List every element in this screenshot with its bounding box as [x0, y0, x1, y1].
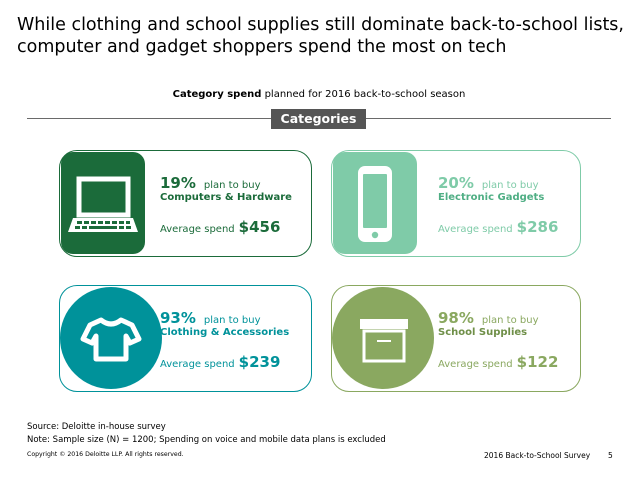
gadgets-percent-value: 20% — [438, 174, 474, 192]
card-gadgets-avg: Average spend $286 — [438, 218, 558, 236]
categories-label: Categories — [271, 109, 366, 129]
computers-percent-value: 19% — [160, 174, 196, 192]
supplies-plan-text: plan to buy — [481, 315, 539, 326]
computers-amount: $456 — [238, 218, 281, 236]
card-computers-percent: 19% plan to buy — [160, 174, 261, 192]
page-title: While clothing and school supplies still… — [17, 15, 624, 57]
subtitle-bold: Category spend — [172, 89, 262, 100]
clothing-amount: $239 — [238, 353, 281, 371]
card-clothing-avg: Average spend $239 — [160, 353, 280, 371]
computers-avg-label: Average spend — [160, 224, 235, 235]
phone-icon-tile — [333, 152, 417, 254]
card-clothing-category: Clothing & Accessories — [160, 327, 290, 338]
card-clothing-percent: 93% plan to buy — [160, 309, 261, 327]
card-supplies-avg: Average spend $122 — [438, 353, 558, 371]
laptop-icon-tile — [61, 152, 145, 254]
clothing-avg-label: Average spend — [160, 359, 235, 370]
clothing-percent-value: 93% — [160, 309, 196, 327]
phone-icon — [358, 166, 392, 242]
box-icon-tile — [332, 287, 434, 389]
card-gadgets-percent: 20% plan to buy — [438, 174, 539, 192]
tshirt-icon-tile — [60, 287, 162, 389]
gadgets-plan-text: plan to buy — [481, 180, 539, 191]
supplies-avg-label: Average spend — [438, 359, 513, 370]
card-supplies-percent: 98% plan to buy — [438, 309, 539, 327]
footer-note: Note: Sample size (N) = 1200; Spending o… — [27, 435, 386, 445]
box-icon — [360, 319, 408, 363]
laptop-icon — [68, 176, 138, 232]
page-number: 5 — [608, 451, 613, 460]
supplies-percent-value: 98% — [438, 309, 474, 327]
tshirt-icon — [80, 317, 142, 362]
supplies-amount: $122 — [516, 353, 559, 371]
subtitle: Category spend planned for 2016 back-to-… — [0, 89, 638, 100]
gadgets-avg-label: Average spend — [438, 224, 513, 235]
card-gadgets-category: Electronic Gadgets — [438, 192, 545, 203]
card-supplies-category: School Supplies — [438, 327, 528, 338]
card-computers-category: Computers & Hardware — [160, 192, 292, 203]
footer-copyright: Copyright © 2016 Deloitte LLP. All right… — [27, 451, 184, 458]
footer-source: Source: Deloitte in-house survey — [27, 422, 166, 432]
gadgets-amount: $286 — [516, 218, 559, 236]
clothing-plan-text: plan to buy — [203, 315, 261, 326]
footer-survey: 2016 Back-to-School Survey — [484, 451, 591, 460]
card-computers-avg: Average spend $456 — [160, 218, 280, 236]
subtitle-rest: planned for 2016 back-to-school season — [261, 89, 466, 100]
computers-plan-text: plan to buy — [203, 180, 261, 191]
